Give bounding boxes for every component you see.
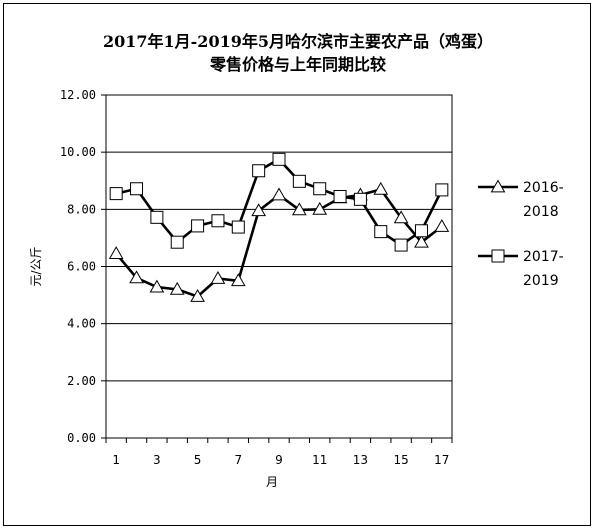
- y-tick-label: 0.00: [67, 431, 96, 445]
- y-tick-label: 2.00: [67, 374, 96, 388]
- y-tick-label: 8.00: [67, 202, 96, 216]
- legend-marker: [491, 249, 505, 263]
- data-point: [291, 202, 307, 216]
- series-2: [109, 152, 449, 252]
- x-tick-label: 9: [275, 453, 283, 467]
- data-point: [251, 203, 267, 217]
- data-point: [353, 192, 367, 206]
- x-tick-label: 15: [393, 453, 408, 467]
- y-tick-label: 4.00: [67, 317, 96, 331]
- x-tick-label: 3: [153, 453, 161, 467]
- data-point: [394, 238, 408, 252]
- data-point: [292, 174, 306, 188]
- x-tick-label: 11: [312, 453, 327, 467]
- x-axis-ticks: 1 3 5 7 9 11 13 15 17: [105, 438, 453, 467]
- data-point: [109, 187, 123, 201]
- y-axis-ticks: 0.00 2.00 4.00 6.00 8.00 10.00 12.00: [60, 88, 106, 445]
- data-point: [170, 235, 184, 249]
- legend-entry-1: 2016- 2018: [478, 179, 564, 220]
- data-point: [434, 218, 450, 232]
- data-point: [414, 234, 429, 248]
- data-point: [149, 279, 165, 293]
- chart-frame: [3, 3, 591, 526]
- data-point: [435, 183, 449, 197]
- data-point: [129, 270, 144, 284]
- data-point: [374, 225, 388, 239]
- x-tick-label: 5: [194, 453, 202, 467]
- y-axis-label: 元/公斤: [29, 246, 43, 286]
- data-point: [333, 189, 347, 203]
- data-point: [130, 182, 144, 196]
- chart-title-line-2: 零售价格与上年同期比较: [209, 55, 386, 74]
- series-line: [115, 188, 443, 298]
- x-axis-label: 月: [266, 475, 278, 489]
- plot-area: [105, 94, 453, 439]
- series-layer: [108, 152, 450, 302]
- data-point: [108, 246, 124, 260]
- legend-marker: [490, 179, 506, 193]
- data-point: [191, 219, 205, 233]
- data-point: [252, 164, 266, 178]
- legend-label-line-2: 2018: [523, 204, 559, 220]
- x-tick-label: 1: [112, 453, 120, 467]
- legend: 2016- 2018 2017- 2019: [478, 179, 564, 289]
- data-point: [169, 281, 185, 295]
- x-tick-label: 13: [353, 453, 368, 467]
- data-point: [272, 152, 286, 166]
- data-point: [414, 224, 428, 238]
- series-line: [115, 158, 443, 247]
- legend-label-line-1: 2017-: [523, 249, 564, 265]
- data-point: [231, 220, 245, 234]
- y-tick-label: 12.00: [60, 88, 96, 102]
- data-point: [211, 214, 225, 228]
- gridlines: [106, 151, 452, 382]
- x-tick-label: 17: [434, 453, 449, 467]
- data-point: [313, 182, 327, 196]
- data-point: [393, 210, 409, 224]
- data-point: [190, 289, 205, 302]
- x-tick-label: 7: [234, 453, 242, 467]
- data-point: [210, 270, 226, 284]
- data-point: [271, 187, 287, 201]
- series-1: [108, 181, 450, 302]
- data-point: [150, 210, 164, 224]
- chart-title-line-1: 2017年1月-2019年5月哈尔滨市主要农产品（鸡蛋）: [103, 32, 493, 51]
- legend-label-line-1: 2016-: [523, 180, 564, 196]
- legend-label-line-2: 2019: [523, 273, 559, 289]
- y-tick-label: 6.00: [67, 260, 96, 274]
- y-tick-label: 10.00: [60, 145, 96, 159]
- chart-title: 2017年1月-2019年5月哈尔滨市主要农产品（鸡蛋） 零售价格与上年同期比较: [0, 30, 596, 76]
- legend-entry-2: 2017- 2019: [478, 249, 564, 289]
- data-point: [312, 201, 328, 215]
- data-point: [373, 181, 389, 195]
- data-point: [230, 273, 246, 287]
